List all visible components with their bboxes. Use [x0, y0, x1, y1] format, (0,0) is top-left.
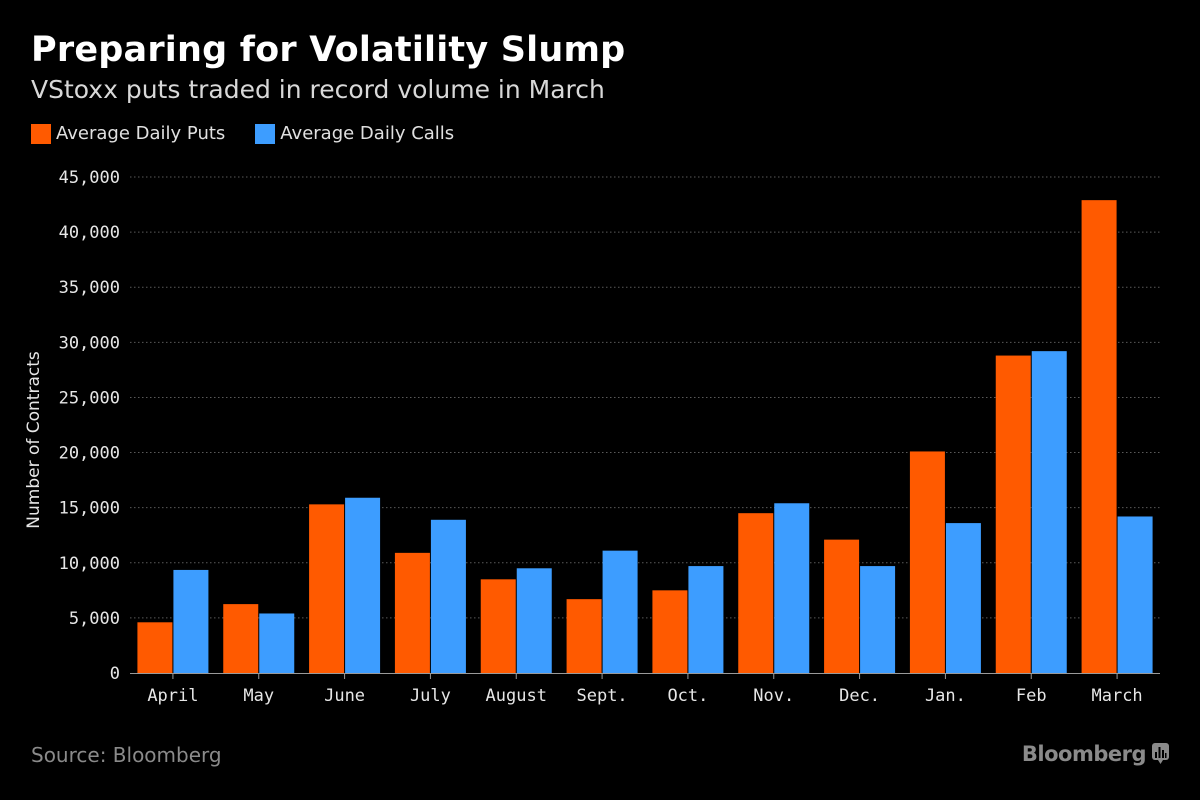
bar-calls — [774, 503, 810, 673]
legend-swatch-puts — [31, 123, 51, 144]
bar-puts — [909, 451, 945, 673]
source-note: Source: Bloomberg — [31, 743, 222, 767]
bar-puts — [995, 355, 1031, 673]
x-axis: April May June July August Sept. Oct. Nov. Dec. J… — [130, 673, 1160, 706]
legend: Average Daily Puts Average Daily Calls — [31, 123, 484, 144]
bar-puts — [394, 552, 430, 673]
bar-puts — [137, 622, 173, 673]
y-tick-label: 5,000 — [69, 609, 120, 629]
x-tick-label: Oct. — [667, 686, 708, 706]
bar-calls — [173, 569, 209, 673]
bar-puts — [480, 579, 516, 673]
bar-calls — [1117, 516, 1153, 673]
bar-puts — [566, 599, 602, 673]
bar-puts — [309, 504, 345, 673]
y-tick-label: 40,000 — [59, 223, 120, 243]
x-tick-label: Nov. — [753, 686, 794, 706]
x-tick-label: Jan. — [925, 686, 966, 706]
bar-puts — [738, 513, 774, 673]
y-axis-ticks: 0 5,000 10,000 15,000 20,000 25,000 30,000 35,0… — [59, 168, 120, 684]
x-tick-label: Sept. — [576, 686, 627, 706]
y-tick-label: 15,000 — [59, 499, 120, 519]
bar-calls — [516, 568, 552, 673]
legend-item-puts: Average Daily Puts — [31, 123, 225, 144]
legend-item-calls: Average Daily Calls — [255, 123, 454, 144]
x-tick-label: August — [486, 686, 547, 706]
y-tick-label: 30,000 — [59, 333, 120, 353]
bar-calls — [945, 523, 981, 673]
legend-swatch-calls — [255, 123, 276, 144]
bar-puts — [1081, 200, 1117, 673]
bar-calls — [345, 497, 381, 673]
legend-label-puts: Average Daily Puts — [56, 123, 226, 144]
y-tick-label: 45,000 — [59, 168, 120, 188]
x-tick-label: Dec. — [839, 686, 880, 706]
chart-title: Preparing for Volatility Slump — [31, 30, 626, 70]
bar-calls — [259, 613, 295, 673]
x-tick-label: June — [324, 686, 365, 706]
x-tick-label: March — [1091, 686, 1142, 706]
x-tick-label: April — [147, 686, 198, 706]
chart-subtitle: VStoxx puts traded in record volume in M… — [31, 75, 605, 104]
y-tick-label: 10,000 — [59, 554, 120, 574]
bar-calls — [688, 566, 724, 673]
x-tick-label: May — [243, 686, 274, 706]
x-tick-label: July — [410, 686, 451, 706]
y-axis-title: Number of Contracts — [24, 351, 44, 529]
bar-calls — [1031, 351, 1067, 673]
bars — [137, 200, 1153, 673]
bar-calls — [602, 550, 638, 673]
y-tick-label: 25,000 — [59, 388, 120, 408]
brand-name: Bloomberg — [1021, 742, 1147, 766]
bar-puts — [223, 604, 259, 673]
x-tick-label: Feb — [1016, 686, 1047, 706]
bar-calls — [430, 519, 466, 673]
y-tick-label: 20,000 — [59, 444, 120, 464]
brand-logo: Bloomberg — [1022, 742, 1169, 766]
bar-puts — [652, 590, 688, 673]
y-tick-label: 0 — [110, 664, 120, 684]
bar-puts — [824, 539, 860, 673]
bar-calls — [860, 566, 896, 673]
y-tick-label: 35,000 — [59, 278, 120, 298]
legend-label-calls: Average Daily Calls — [280, 123, 455, 144]
bloomberg-chat-icon — [1152, 743, 1169, 765]
